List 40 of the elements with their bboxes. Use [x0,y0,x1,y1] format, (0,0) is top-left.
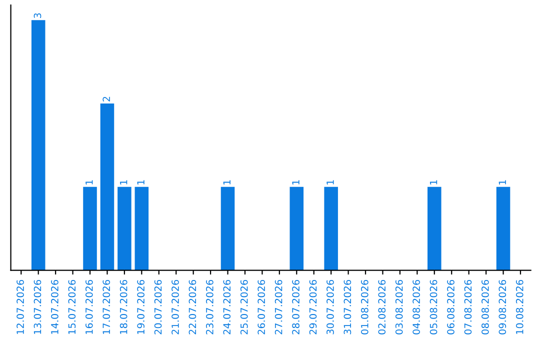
x-tick-label: 31.07.2026 [344,280,352,334]
x-tick-label: 09.08.2026 [498,280,506,334]
x-tick-label: 03.08.2026 [395,280,403,334]
x-tick-label: 01.08.2026 [360,280,368,334]
data-label: 1 [292,180,300,184]
x-tick-label: 15.07.2026 [68,280,76,334]
data-label: 1 [86,180,93,184]
x-tick-label: 24.07.2026 [223,280,231,334]
x-tick-label: 04.08.2026 [412,280,420,334]
x-tick-label: 14.07.2026 [51,280,58,334]
x-tick-label: 05.08.2026 [430,280,438,334]
data-label: 1 [137,180,144,184]
x-tick-label: 27.07.2026 [274,280,282,334]
x-tick-label: 08.08.2026 [482,280,489,334]
x-tick-label: 10.08.2026 [516,280,524,334]
x-tick-label: 22.07.2026 [188,280,196,334]
x-tick-label: 21.07.2026 [172,280,179,334]
x-tick-label: 30.07.2026 [326,280,334,334]
x-tick-label: 13.07.2026 [34,280,42,334]
x-tick-label: 16.07.2026 [85,280,93,334]
x-tick-label: 20.07.2026 [154,280,162,334]
data-label: 1 [223,180,230,184]
x-tick-label: 19.07.2026 [137,280,144,334]
x-tick-label: 28.07.2026 [292,280,300,334]
x-tick-label: 17.07.2026 [102,280,110,334]
data-label: 3 [34,13,42,18]
x-tick-label: 26.07.2026 [258,280,266,334]
x-tick-label: 18.07.2026 [120,280,128,334]
data-label: 2 [102,96,110,102]
data-label: 1 [326,180,334,184]
x-tick-label: 02.08.2026 [378,280,386,334]
data-label: 1 [498,180,506,184]
x-tick-label: 29.07.2026 [309,280,317,334]
x-tick-label: 23.07.2026 [206,280,214,334]
data-label: 1 [120,180,128,184]
data-label: 1 [430,180,438,184]
x-tick-label: 06.08.2026 [447,280,454,334]
x-tick-label: 25.07.2026 [240,280,248,334]
x-tick-label: 12.07.2026 [16,280,24,334]
x-tick-label: 07.08.2026 [464,280,472,334]
